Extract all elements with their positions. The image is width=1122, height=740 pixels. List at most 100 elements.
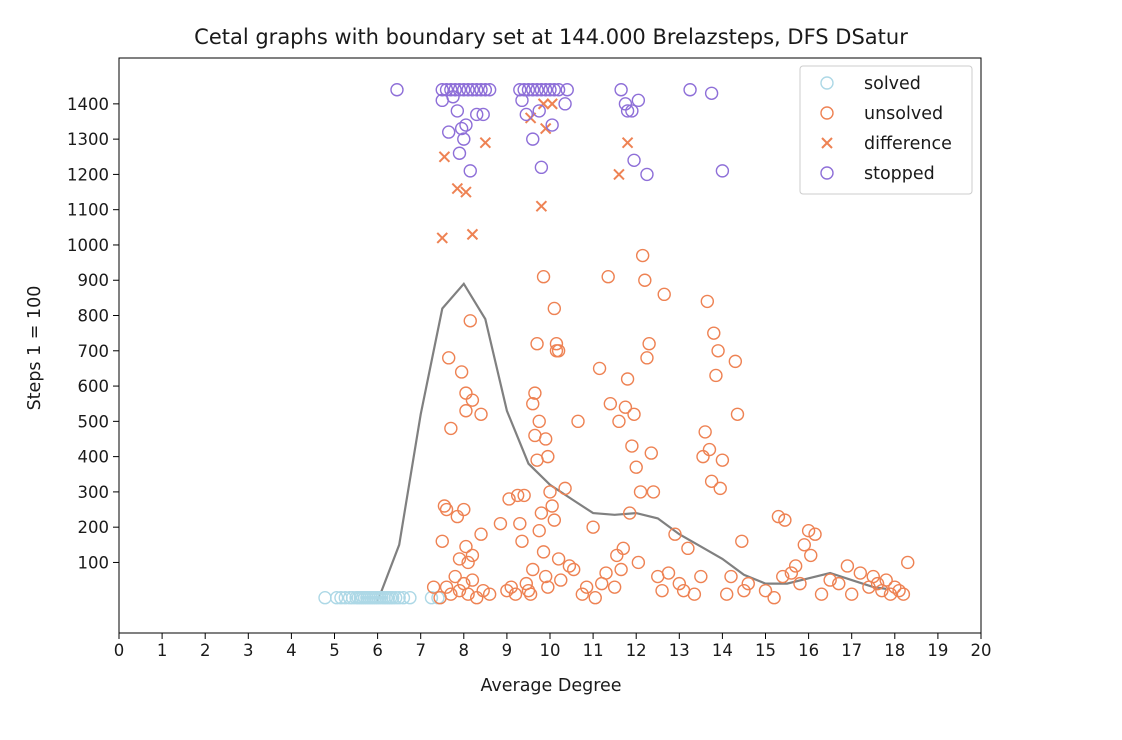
point-unsolved [547,513,562,527]
x-tick-label: 17 [841,641,862,660]
point-unsolved [702,442,717,457]
point-stopped [614,83,628,97]
point-unsolved [853,566,868,580]
point-unsolved [515,534,529,548]
point-unsolved [627,407,641,421]
point-stopped [465,83,480,97]
x-tick-label: 10 [540,641,561,660]
point-unsolved [620,372,635,386]
point-stopped [470,107,484,122]
point-unsolved [549,337,564,351]
y-tick-label: 100 [78,553,110,572]
point-unsolved [592,361,607,376]
point-unsolved [635,248,650,263]
point-unsolved [737,583,751,598]
point-unsolved [536,545,551,559]
point-unsolved [715,453,730,467]
point-unsolved [730,407,745,421]
point-unsolved [459,539,473,554]
point-unsolved [551,344,566,358]
point-stopped [625,104,639,118]
point-solved [389,591,403,605]
point-difference [613,168,625,181]
x-tick-label: 3 [243,641,254,660]
point-unsolved [558,481,572,496]
point-unsolved [687,587,702,601]
point-unsolved [454,365,469,379]
point-stopped [620,104,635,118]
point-unsolved [709,368,723,383]
point-unsolved [517,488,531,503]
point-unsolved [616,541,630,556]
point-unsolved [465,548,480,563]
legend-label-solved: solved [864,74,921,94]
point-unsolved [638,273,652,287]
point-unsolved [767,591,781,605]
point-solved [338,591,352,605]
point-unsolved [601,270,615,284]
point-stopped [551,83,566,97]
point-unsolved [541,580,555,594]
y-tick-label: 1400 [67,95,109,114]
point-unsolved [437,499,452,513]
legend-label-unsolved: unsolved [864,104,943,124]
point-unsolved [579,580,594,594]
point-unsolved [588,591,602,605]
point-unsolved [724,569,738,584]
point-unsolved [599,566,613,580]
legend: solved unsolved difference stopped [799,65,973,195]
x-tick-label: 19 [927,641,948,660]
point-unsolved [771,509,786,524]
legend-label-difference: difference [864,134,952,154]
point-stopped [450,104,465,118]
point-unsolved [642,337,656,351]
point-difference [546,98,558,110]
point-unsolved [623,506,637,520]
x-tick-label: 2 [200,641,211,660]
point-unsolved [681,541,695,556]
point-stopped [448,83,462,97]
point-difference [539,122,552,135]
point-stopped [452,146,467,160]
x-axis-label: Average Degree [480,676,621,696]
y-tick-label: 800 [78,307,110,326]
point-unsolved [901,555,915,570]
point-unsolved [586,520,600,534]
point-unsolved [646,485,661,499]
point-unsolved [728,354,743,369]
point-unsolved [528,386,542,400]
point-unsolved [575,587,590,601]
y-tick-label: 300 [78,483,110,502]
y-tick-label: 600 [78,377,110,396]
point-difference [479,136,492,149]
point-stopped [390,83,404,97]
y-tick-label: 1000 [67,236,109,255]
point-unsolved [804,548,818,563]
y-axis-ticks: 100 200 300 400 500 600 700 800 900 1000 1100 1200 1… [67,95,119,572]
point-stopped [532,104,546,118]
point-unsolved [547,301,562,316]
point-unsolved [474,527,488,541]
point-unsolved [633,485,648,499]
point-stopped [476,107,490,122]
point-solved [329,591,344,605]
point-unsolved [545,499,559,513]
point-unsolved [631,555,646,570]
point-unsolved [607,580,622,594]
point-unsolved [698,425,712,439]
point-solved [396,591,411,605]
point-unsolved [640,351,654,365]
points-layer [318,83,915,605]
point-unsolved [892,583,906,598]
y-tick-label: 700 [78,342,110,361]
point-difference [451,182,464,195]
point-stopped [442,125,456,139]
point-unsolved [551,552,566,566]
point-stopped [683,83,697,97]
x-tick-label: 13 [669,641,690,660]
point-unsolved [426,580,441,594]
point-difference [621,136,634,149]
point-stopped [519,107,533,122]
point-unsolved [655,583,669,598]
